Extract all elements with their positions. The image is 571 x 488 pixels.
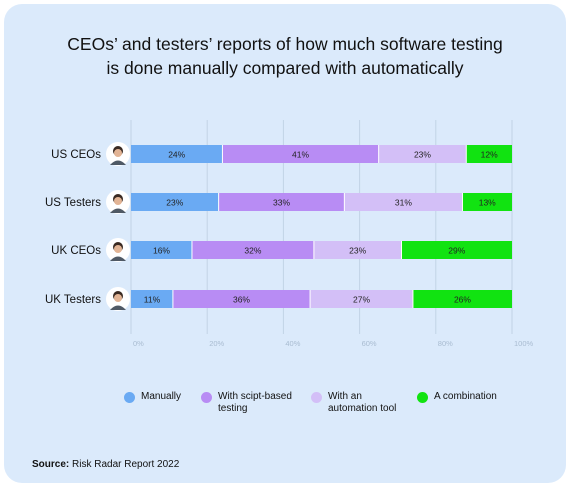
bar-data-label: 12% (481, 150, 498, 160)
bar-data-label: 11% (144, 295, 161, 305)
x-tick-label: 0% (133, 339, 144, 348)
chart-card: CEOs’ and testers’ reports of how much s… (4, 4, 566, 483)
bar-data-label: 32% (244, 246, 261, 256)
bar-data-label: 27% (353, 295, 370, 305)
legend-item: A combination (417, 391, 497, 403)
avatar-face (114, 149, 122, 157)
bar-data-label: 26% (454, 295, 471, 305)
x-tick-label: 60% (362, 339, 377, 348)
bar-data-label: 33% (273, 198, 290, 208)
legend-label: With scipt-based testing (218, 391, 292, 414)
bar-segment (131, 193, 219, 211)
bar-segment (344, 193, 463, 211)
legend-swatch (201, 392, 212, 403)
chart-title-line-2: is done manually compared with automatic… (106, 58, 464, 78)
bar-segment (401, 241, 512, 259)
x-tick-label: 20% (209, 339, 224, 348)
stacked-bar-chart: 0% 20% 40% 60% 80% 100% US CEOs 24% 41% 23% 12% US … (45, 120, 534, 348)
avatar-body (110, 305, 126, 310)
avatar-body (110, 256, 126, 261)
category-label: UK Testers (45, 294, 101, 306)
bar-segment (412, 290, 512, 308)
avatar-body (110, 208, 126, 213)
category-label: UK CEOs (51, 245, 101, 257)
source-note: Source: Risk Radar Report 2022 (32, 459, 179, 470)
source-label: Source: (32, 459, 70, 470)
bar-segment (222, 145, 379, 163)
chart-title: CEOs’ and testers’ reports of how much s… (4, 32, 566, 80)
bar-data-label: 41% (292, 150, 309, 160)
bar-segment (131, 145, 223, 163)
bar-data-label: 23% (166, 198, 183, 208)
bar-segment (191, 241, 314, 259)
category-label: US Testers (45, 197, 101, 209)
bar-data-label: 23% (349, 246, 366, 256)
avatar-face (114, 197, 122, 205)
category-label: US CEOs (51, 149, 101, 161)
bar-segment (313, 241, 402, 259)
legend-swatch (124, 392, 135, 403)
bar-data-label: 24% (168, 150, 185, 160)
source-text: Risk Radar Report 2022 (72, 459, 180, 470)
bar-segment (172, 290, 311, 308)
avatar-face (114, 294, 122, 302)
legend-item: Manually (124, 391, 181, 403)
bar-segment (218, 193, 345, 211)
bar-data-label: 23% (414, 150, 431, 160)
avatar-body (110, 160, 126, 165)
legend-item: With an automation tool (311, 391, 396, 415)
bar-segment (378, 145, 467, 163)
bar-data-label: 36% (233, 295, 250, 305)
chart-title-line-1: CEOs’ and testers’ reports of how much s… (67, 34, 503, 54)
x-tick-label: 100% (514, 339, 534, 348)
x-tick-label: 80% (438, 339, 453, 348)
bar-segment (466, 145, 512, 163)
legend-label: Manually (141, 391, 182, 402)
bar-data-label: 13% (479, 198, 496, 208)
bar-data-label: 31% (395, 198, 412, 208)
bar-segment (131, 241, 192, 259)
bar-data-label: 16% (153, 246, 170, 256)
bar-segment (462, 193, 512, 211)
legend-swatch (311, 392, 322, 403)
legend-item: With scipt-based testing (201, 391, 292, 415)
chart-legend: Manually With scipt-based testing With an … (4, 391, 566, 431)
x-tick-label: 40% (285, 339, 300, 348)
bar-data-label: 29% (448, 246, 465, 256)
avatar-face (114, 245, 122, 253)
bar-segment (310, 290, 413, 308)
legend-label: A combination (434, 391, 497, 402)
bar-segment (131, 290, 173, 308)
legend-swatch (417, 392, 428, 403)
legend-label: With an automation tool (328, 391, 397, 414)
